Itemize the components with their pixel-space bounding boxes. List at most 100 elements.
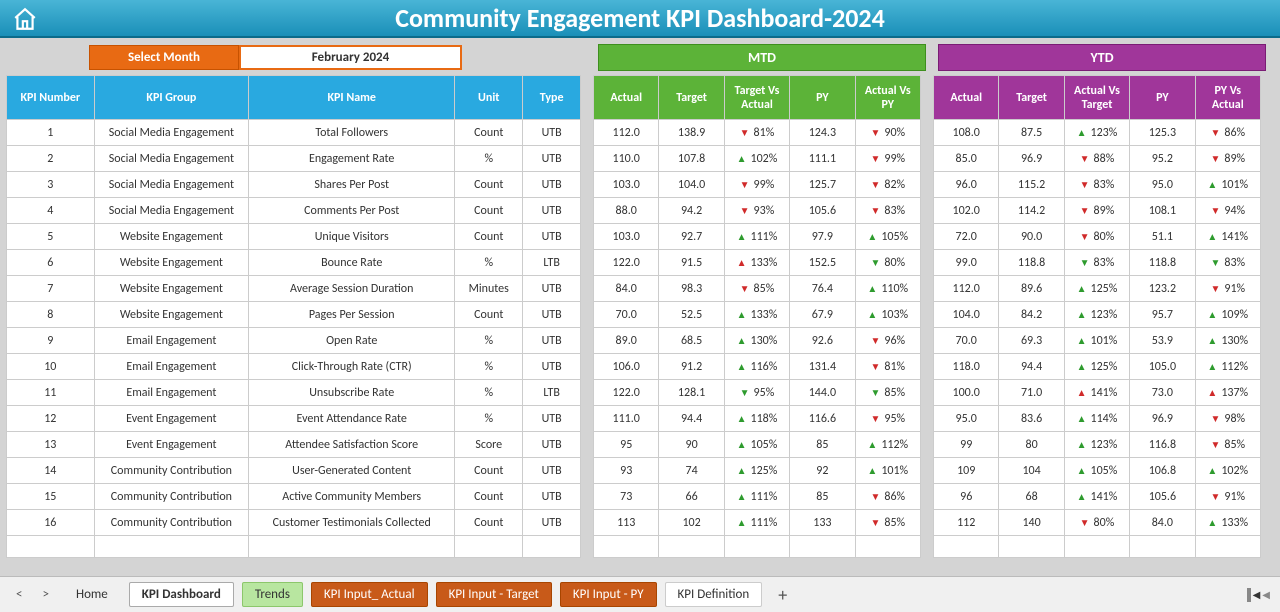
table-row[interactable]: 70.0 52.5 ▲133% 67.9 ▲103% (594, 302, 921, 328)
table-row[interactable]: 6 Website Engagement Bounce Rate % LTB (7, 250, 581, 276)
tab-kpi-definition[interactable]: KPI Definition (665, 582, 763, 607)
tab-trends[interactable]: Trends (242, 582, 303, 607)
cell-kpi-group: Event Engagement (94, 432, 249, 458)
cell-kpi-number: 16 (7, 510, 95, 536)
table-row[interactable]: 111.0 94.4 ▲118% 116.6 ▼95% (594, 406, 921, 432)
cell-mtd-target: 128.1 (659, 380, 724, 406)
table-row[interactable]: 96.0 115.2 ▼83% 95.0 ▲101% (934, 172, 1261, 198)
nav-prev[interactable]: < (10, 585, 28, 604)
tab-input-py[interactable]: KPI Input - PY (560, 582, 657, 607)
home-icon[interactable] (12, 6, 38, 32)
table-row[interactable]: 99.0 118.8 ▼83% 118.8 ▼83% (934, 250, 1261, 276)
table-row[interactable]: 2 Social Media Engagement Engagement Rat… (7, 146, 581, 172)
table-row[interactable]: 15 Community Contribution Active Communi… (7, 484, 581, 510)
cell-kpi-name: Engagement Rate (249, 146, 455, 172)
table-row[interactable]: 103.0 104.0 ▼99% 125.7 ▼82% (594, 172, 921, 198)
cell-kpi-group: Community Contribution (94, 510, 249, 536)
nav-next[interactable]: > (36, 585, 54, 604)
cell-mtd-avp: ▼85% (855, 510, 920, 536)
cell-mtd-actual: 103.0 (594, 172, 659, 198)
cell-ytd-avt: ▼80% (1064, 510, 1129, 536)
cell-kpi-name: Shares Per Post (249, 172, 455, 198)
table-row[interactable]: 10 Email Engagement Click-Through Rate (… (7, 354, 581, 380)
cell-ytd-py: 96.9 (1130, 406, 1195, 432)
table-row[interactable]: 106.0 91.2 ▲116% 131.4 ▼81% (594, 354, 921, 380)
table-row[interactable]: 100.0 71.0 ▲141% 73.0 ▲137% (934, 380, 1261, 406)
table-row[interactable]: 13 Event Engagement Attendee Satisfactio… (7, 432, 581, 458)
cell-ytd-py: 116.8 (1130, 432, 1195, 458)
cell-type: UTB (523, 198, 581, 224)
table-row[interactable]: 72.0 90.0 ▼80% 51.1 ▲141% (934, 224, 1261, 250)
table-row[interactable]: 89.0 68.5 ▲130% 92.6 ▼96% (594, 328, 921, 354)
cell-mtd-py: 125.7 (790, 172, 855, 198)
mtd-table: Actual Target Target VsActual PY Actual … (593, 75, 921, 558)
table-row[interactable]: 93 74 ▲125% 92 ▲101% (594, 458, 921, 484)
table-row[interactable]: 1 Social Media Engagement Total Follower… (7, 120, 581, 146)
table-row[interactable]: 103.0 92.7 ▲111% 97.9 ▲105% (594, 224, 921, 250)
table-row[interactable]: 108.0 87.5 ▲123% 125.3 ▼86% (934, 120, 1261, 146)
table-row[interactable]: 16 Community Contribution Customer Testi… (7, 510, 581, 536)
table-row[interactable]: 88.0 94.2 ▼93% 105.6 ▼83% (594, 198, 921, 224)
table-row[interactable]: 110.0 107.8 ▲102% 111.1 ▼99% (594, 146, 921, 172)
cell-ytd-avt: ▲125% (1064, 276, 1129, 302)
table-row[interactable]: 11 Email Engagement Unsubscribe Rate % L… (7, 380, 581, 406)
col-kpi-name: KPI Name (249, 76, 455, 120)
cell-ytd-actual: 112.0 (934, 276, 999, 302)
col-mtd-target: Target (659, 76, 724, 120)
table-row[interactable]: 95.0 83.6 ▲114% 96.9 ▼98% (934, 406, 1261, 432)
table-row[interactable]: 109 104 ▲105% 106.8 ▲102% (934, 458, 1261, 484)
cell-mtd-target: 138.9 (659, 120, 724, 146)
cell-mtd-py: 76.4 (790, 276, 855, 302)
cell-ytd-target: 115.2 (999, 172, 1064, 198)
table-row[interactable]: 104.0 84.2 ▲123% 95.7 ▲109% (934, 302, 1261, 328)
add-sheet-button[interactable]: + (770, 584, 795, 606)
cell-ytd-pva: ▼91% (1195, 484, 1260, 510)
table-row[interactable]: 7 Website Engagement Average Session Dur… (7, 276, 581, 302)
cell-ytd-actual: 118.0 (934, 354, 999, 380)
table-row[interactable]: 95 90 ▲105% 85 ▲112% (594, 432, 921, 458)
table-row[interactable]: 122.0 128.1 ▼95% 144.0 ▼85% (594, 380, 921, 406)
cell-mtd-avp: ▼86% (855, 484, 920, 510)
cell-type: UTB (523, 302, 581, 328)
table-row[interactable]: 102.0 114.2 ▼89% 108.1 ▼94% (934, 198, 1261, 224)
month-selector[interactable]: February 2024 (239, 45, 462, 70)
table-row[interactable]: 70.0 69.3 ▲101% 53.9 ▲130% (934, 328, 1261, 354)
cell-kpi-number: 11 (7, 380, 95, 406)
table-row[interactable]: 113 102 ▲111% 133 ▼85% (594, 510, 921, 536)
table-row[interactable]: 3 Social Media Engagement Shares Per Pos… (7, 172, 581, 198)
cell-type: UTB (523, 172, 581, 198)
cell-ytd-pva: ▼91% (1195, 276, 1260, 302)
cell-mtd-actual: 89.0 (594, 328, 659, 354)
page-title: Community Engagement KPI Dashboard-2024 (395, 2, 885, 34)
table-row[interactable]: 14 Community Contribution User-Generated… (7, 458, 581, 484)
table-row[interactable]: 99 80 ▲123% 116.8 ▼85% (934, 432, 1261, 458)
cell-ytd-actual: 108.0 (934, 120, 999, 146)
table-row[interactable]: 112 140 ▼80% 84.0 ▲133% (934, 510, 1261, 536)
tab-kpi-dashboard[interactable]: KPI Dashboard (129, 582, 234, 607)
table-row[interactable]: 4 Social Media Engagement Comments Per P… (7, 198, 581, 224)
table-row[interactable]: 122.0 91.5 ▲133% 152.5 ▼80% (594, 250, 921, 276)
cell-kpi-number: 15 (7, 484, 95, 510)
table-row[interactable]: 118.0 94.4 ▲125% 105.0 ▲112% (934, 354, 1261, 380)
table-row[interactable]: 96 68 ▲141% 105.6 ▼91% (934, 484, 1261, 510)
tab-input-target[interactable]: KPI Input - Target (436, 582, 552, 607)
table-row[interactable]: 84.0 98.3 ▼85% 76.4 ▲110% (594, 276, 921, 302)
cell-kpi-number: 5 (7, 224, 95, 250)
tab-input-actual[interactable]: KPI Input_ Actual (311, 582, 428, 607)
cell-ytd-target: 118.8 (999, 250, 1064, 276)
table-row[interactable]: 85.0 96.9 ▼88% 95.2 ▼89% (934, 146, 1261, 172)
table-row[interactable]: 112.0 138.9 ▼81% 124.3 ▼90% (594, 120, 921, 146)
table-row[interactable]: 73 66 ▲111% 85 ▼86% (594, 484, 921, 510)
table-row[interactable]: 112.0 89.6 ▲125% 123.2 ▼91% (934, 276, 1261, 302)
table-row[interactable]: 9 Email Engagement Open Rate % UTB (7, 328, 581, 354)
cell-kpi-group: Website Engagement (94, 302, 249, 328)
cell-ytd-avt: ▲141% (1064, 380, 1129, 406)
cell-mtd-py: 144.0 (790, 380, 855, 406)
table-row[interactable]: 12 Event Engagement Event Attendance Rat… (7, 406, 581, 432)
cell-ytd-pva: ▲133% (1195, 510, 1260, 536)
table-row[interactable]: 8 Website Engagement Pages Per Session C… (7, 302, 581, 328)
tab-home[interactable]: Home (63, 582, 121, 607)
table-row[interactable]: 5 Website Engagement Unique Visitors Cou… (7, 224, 581, 250)
cell-ytd-actual: 100.0 (934, 380, 999, 406)
cell-kpi-number: 3 (7, 172, 95, 198)
